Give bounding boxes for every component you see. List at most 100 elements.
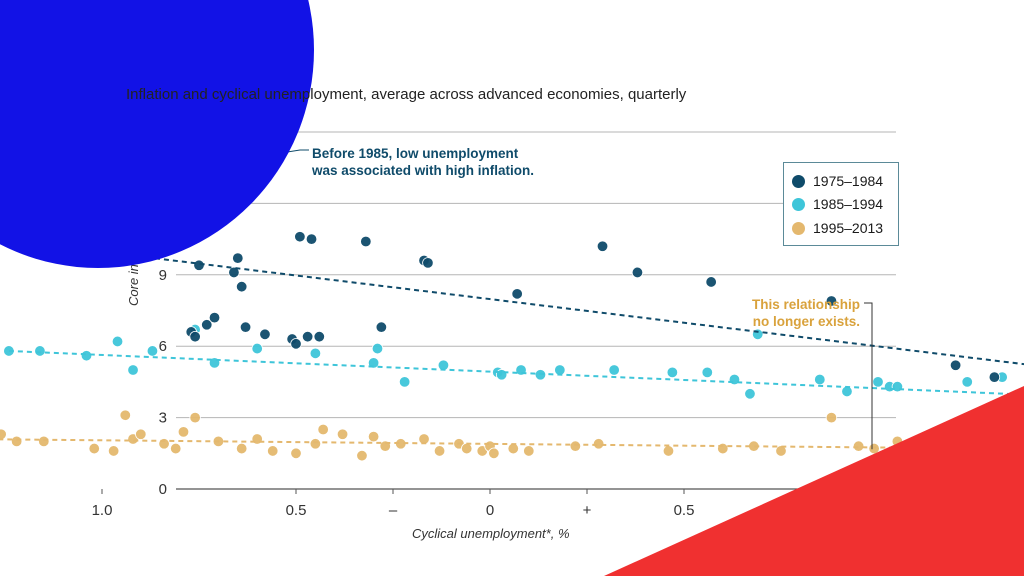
data-point — [775, 445, 787, 457]
data-point — [309, 438, 322, 450]
data-point — [201, 319, 213, 331]
data-point — [825, 295, 838, 307]
data-point — [569, 440, 582, 452]
data-point — [852, 440, 865, 452]
data-point — [235, 281, 248, 293]
data-point — [662, 445, 675, 457]
chart-subtitle: Inflation and cyclical unemployment, ave… — [126, 86, 687, 103]
data-point — [309, 347, 322, 360]
data-point — [488, 447, 500, 460]
data-point — [666, 366, 679, 379]
x-tick-label: 0.5 — [674, 502, 695, 519]
data-point — [523, 445, 535, 457]
annotation-before-1985: Before 1985, low unemployment was associ… — [312, 145, 534, 179]
data-point — [461, 442, 473, 455]
data-point — [356, 449, 368, 462]
legend-label: 1985–1994 — [813, 196, 884, 212]
data-point — [0, 428, 7, 440]
x-tick-label: 1.0 — [92, 502, 113, 519]
data-point — [988, 371, 1001, 383]
y-tick-label: 6 — [159, 338, 167, 355]
annotation-relationship-gone: This relationship no longer exists. — [742, 296, 860, 330]
data-point — [34, 345, 46, 357]
data-point — [189, 330, 201, 343]
data-point — [177, 426, 190, 438]
data-point — [305, 233, 318, 245]
annotation-line: was associated with high inflation. — [312, 163, 535, 178]
data-point — [38, 435, 50, 448]
y-tick-label: 0 — [159, 481, 167, 498]
legend-item-1985-1994: 1985–1994 — [792, 195, 883, 213]
y-tick-label: 9 — [159, 267, 167, 284]
data-point — [961, 376, 973, 388]
data-point — [170, 442, 182, 455]
data-point — [717, 442, 729, 455]
data-point — [107, 445, 120, 457]
data-point — [135, 428, 147, 440]
data-point — [336, 428, 349, 440]
data-point — [825, 411, 838, 424]
annotation-leader — [864, 302, 873, 450]
data-point — [235, 442, 248, 455]
data-point — [290, 447, 302, 460]
data-point — [744, 388, 756, 400]
legend-dot-gold — [792, 221, 805, 235]
data-point — [367, 430, 380, 443]
data-point — [10, 435, 23, 448]
data-point — [592, 438, 605, 450]
data-point — [375, 321, 388, 333]
data-point — [146, 345, 159, 357]
annotation-line: This relationship — [751, 297, 860, 312]
data-point — [608, 364, 620, 376]
data-point — [111, 335, 124, 348]
x-axis-label: Cyclical unemployment*, % — [412, 526, 570, 541]
data-point — [294, 231, 306, 243]
x-tick-label: 0 — [486, 502, 494, 519]
data-point — [360, 235, 372, 248]
data-point — [398, 376, 411, 388]
legend-item-1995-2013: 1995–2013 — [792, 219, 883, 237]
data-point — [317, 423, 329, 436]
data-point — [189, 411, 201, 424]
data-point — [251, 342, 263, 355]
legend-label: 1975–1984 — [813, 173, 884, 189]
data-point — [705, 276, 717, 288]
data-point — [127, 364, 139, 376]
data-point — [596, 240, 609, 252]
data-point — [232, 252, 244, 264]
data-point — [208, 311, 221, 324]
legend-dot-cyan — [792, 197, 805, 211]
data-point — [88, 442, 100, 455]
data-point — [422, 257, 434, 269]
data-point — [701, 366, 713, 379]
chart-legend: 1975–1984 1985–1994 1995–2013 — [783, 162, 899, 246]
annotation-line: Before 1985, low unemployment — [312, 146, 519, 161]
data-point — [193, 259, 205, 271]
legend-dot-dark — [792, 174, 805, 188]
data-point — [891, 380, 904, 393]
data-point — [267, 445, 279, 457]
data-point — [228, 266, 240, 279]
legend-item-1975-1984: 1975–1984 — [792, 172, 883, 190]
legend-label: 1995–2013 — [813, 220, 884, 236]
data-point — [814, 373, 826, 386]
y-tick-label: 3 — [159, 410, 167, 427]
data-point — [80, 350, 93, 362]
x-tick-label: – — [389, 502, 398, 519]
data-point — [631, 266, 644, 279]
data-point — [259, 328, 271, 341]
data-point — [949, 359, 962, 371]
data-point — [511, 288, 523, 300]
data-point — [301, 330, 314, 343]
data-point — [313, 330, 325, 343]
data-point — [418, 433, 430, 445]
annotation-line: no longer exists. — [752, 314, 860, 329]
x-tick-label: 0.5 — [286, 502, 307, 519]
data-point — [290, 338, 302, 350]
data-point — [367, 357, 380, 369]
data-point — [239, 321, 252, 333]
data-point — [433, 445, 446, 457]
data-point — [371, 342, 384, 355]
x-tick-label: + — [583, 502, 592, 519]
